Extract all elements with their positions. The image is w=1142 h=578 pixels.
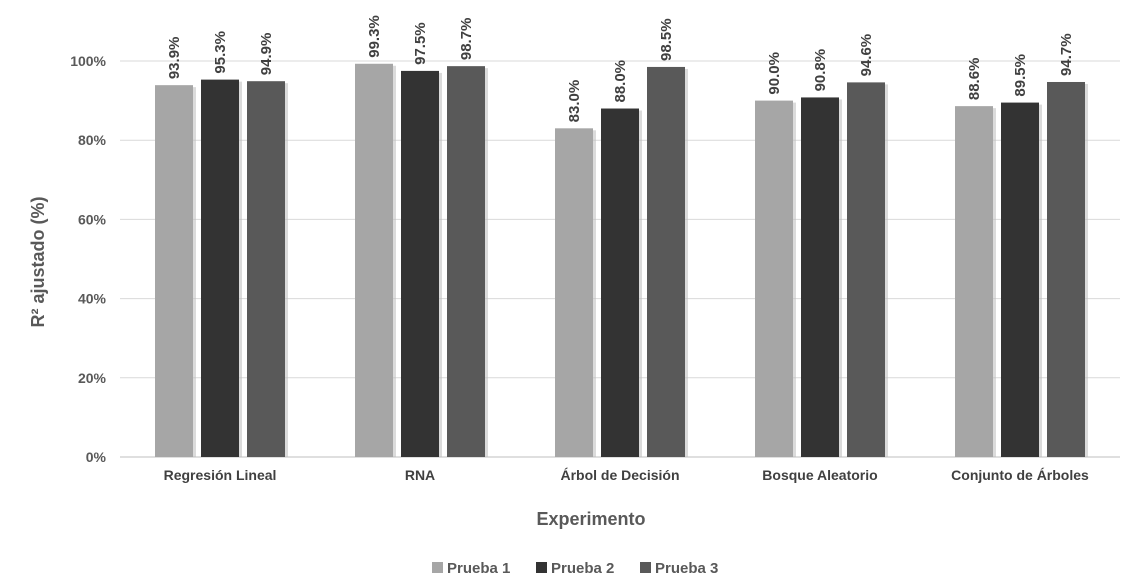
- x-tick-label: Árbol de Decisión: [560, 467, 679, 483]
- data-label: 88.0%: [612, 60, 629, 103]
- data-label: 90.8%: [812, 49, 829, 92]
- bar: [355, 63, 393, 457]
- data-label: 97.5%: [412, 22, 429, 65]
- data-label: 94.7%: [1058, 33, 1075, 76]
- y-axis-title: R² ajustado (%): [28, 196, 48, 327]
- x-tick-label: Bosque Aleatorio: [762, 467, 877, 483]
- x-tick-label: Regresión Lineal: [164, 467, 277, 483]
- y-tick-label: 60%: [78, 211, 107, 227]
- data-label: 94.9%: [258, 33, 275, 76]
- bar: [847, 82, 885, 457]
- bar: [447, 66, 485, 457]
- data-label: 83.0%: [566, 80, 583, 123]
- x-tick-label: Conjunto de Árboles: [951, 467, 1089, 483]
- y-tick-label: 0%: [86, 449, 107, 465]
- data-label: 99.3%: [366, 15, 383, 58]
- data-label: 98.7%: [458, 18, 475, 61]
- legend-label: Prueba 1: [447, 560, 510, 577]
- legend-label: Prueba 3: [655, 560, 718, 577]
- data-label: 98.5%: [658, 18, 675, 61]
- x-axis-title: Experimento: [536, 509, 645, 529]
- x-tick-label: RNA: [405, 467, 435, 483]
- bar: [955, 106, 993, 458]
- data-label: 95.3%: [212, 31, 229, 74]
- y-tick-label: 20%: [78, 370, 107, 386]
- legend: Prueba 1 Prueba 2 Prueba 3: [432, 560, 718, 577]
- data-label: 94.6%: [858, 34, 875, 77]
- data-label: 90.0%: [766, 52, 783, 95]
- bar: [555, 128, 593, 457]
- legend-swatch: [640, 562, 651, 573]
- y-tick-label: 40%: [78, 291, 107, 307]
- data-label: 89.5%: [1012, 54, 1029, 97]
- y-tick-labels: 0% 20% 40% 60% 80% 100%: [70, 53, 106, 465]
- bar: [801, 97, 839, 457]
- bars: [155, 63, 1088, 458]
- data-label: 88.6%: [966, 58, 983, 101]
- bar: [201, 79, 239, 457]
- y-tick-label: 80%: [78, 132, 107, 148]
- bar: [601, 108, 639, 458]
- legend-swatch: [432, 562, 443, 573]
- y-tick-label: 100%: [70, 53, 106, 69]
- data-labels: 93.9% 95.3% 94.9% 99.3% 97.5% 98.7% 83.0% 88.0%…: [166, 15, 1075, 122]
- bar: [247, 81, 285, 458]
- bar: [1047, 81, 1085, 457]
- bar: [647, 66, 685, 457]
- bar: [155, 85, 193, 457]
- bar: [401, 70, 439, 458]
- legend-swatch: [536, 562, 547, 573]
- bar: [1001, 102, 1039, 457]
- x-tick-labels: Regresión Lineal RNA Árbol de Decisión Bosq…: [164, 467, 1089, 483]
- data-label: 93.9%: [166, 37, 183, 80]
- legend-label: Prueba 2: [551, 560, 614, 577]
- bar: [755, 100, 793, 457]
